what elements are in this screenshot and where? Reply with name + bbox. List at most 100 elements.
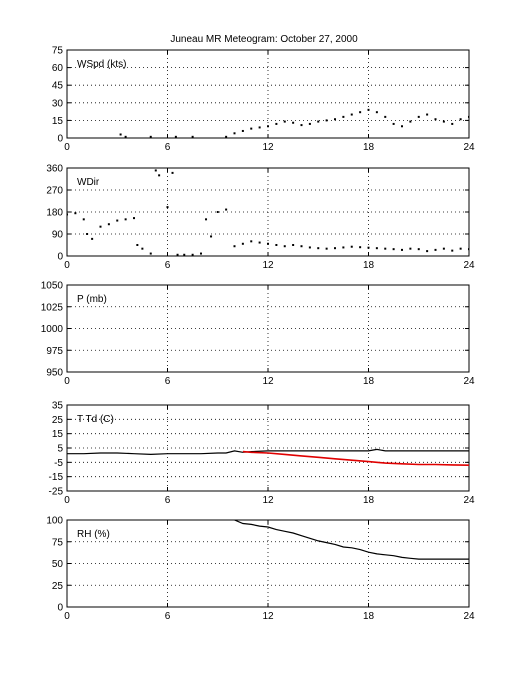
data-point bbox=[275, 122, 278, 125]
data-point bbox=[409, 120, 412, 123]
data-point bbox=[392, 122, 395, 125]
data-point bbox=[434, 248, 437, 251]
data-layer bbox=[119, 108, 469, 138]
data-point bbox=[191, 135, 194, 138]
data-point bbox=[334, 118, 336, 121]
data-point bbox=[250, 127, 253, 130]
data-point bbox=[241, 242, 244, 245]
y-tick-label: 35 bbox=[52, 401, 64, 412]
y-tick-label: 75 bbox=[52, 537, 64, 548]
y-tick-label: 360 bbox=[46, 164, 63, 175]
data-point bbox=[141, 247, 144, 250]
y-tick-label: -25 bbox=[49, 487, 64, 498]
y-tick-label: 25 bbox=[52, 415, 64, 426]
data-point bbox=[191, 253, 194, 256]
y-tick-label: 1025 bbox=[41, 302, 64, 313]
panel-2: 0 6 12 18 24 0 90 180 270 360 WDir bbox=[46, 164, 475, 272]
data-point bbox=[401, 248, 403, 251]
x-tick-label: 6 bbox=[165, 495, 171, 506]
y-tick-label: 50 bbox=[52, 559, 64, 570]
data-point bbox=[384, 115, 387, 118]
data-point bbox=[200, 252, 202, 255]
x-tick-label: 24 bbox=[463, 495, 475, 506]
data-point bbox=[275, 244, 278, 246]
data-point bbox=[417, 115, 420, 118]
x-tick-label: 12 bbox=[262, 495, 274, 506]
y-tick-label: -5 bbox=[54, 458, 63, 469]
y-tick-label: 5 bbox=[57, 444, 63, 455]
x-tick-label: 0 bbox=[64, 611, 70, 622]
x-tick-label: 0 bbox=[64, 260, 70, 271]
data-layer bbox=[67, 169, 469, 256]
x-tick-label: 24 bbox=[463, 260, 475, 271]
data-point bbox=[225, 135, 228, 138]
data-point bbox=[350, 113, 353, 116]
data-point bbox=[367, 246, 370, 249]
data-point bbox=[426, 113, 429, 116]
panel-5: 0 6 12 18 24 0 25 50 75 100 RH (%) bbox=[46, 516, 475, 623]
data-point bbox=[210, 235, 213, 238]
data-point bbox=[350, 245, 353, 248]
data-point bbox=[166, 206, 169, 209]
y-tick-label: 75 bbox=[52, 46, 64, 57]
series-line bbox=[242, 450, 469, 466]
data-point bbox=[442, 247, 445, 250]
data-layer bbox=[67, 448, 469, 466]
data-point bbox=[250, 240, 253, 243]
data-point bbox=[317, 247, 320, 250]
data-point bbox=[375, 111, 378, 114]
x-tick-label: 24 bbox=[463, 142, 475, 153]
data-point bbox=[392, 248, 395, 251]
data-point bbox=[367, 108, 370, 111]
data-point bbox=[74, 212, 77, 215]
data-point bbox=[233, 245, 236, 248]
data-point bbox=[267, 125, 269, 128]
data-point bbox=[258, 241, 261, 244]
data-point bbox=[124, 218, 127, 221]
data-point bbox=[451, 122, 454, 125]
data-point bbox=[459, 247, 462, 250]
data-point bbox=[300, 245, 303, 248]
y-tick-label: 950 bbox=[46, 368, 63, 379]
y-tick-label: -15 bbox=[49, 472, 64, 483]
x-tick-label: 24 bbox=[463, 611, 475, 622]
data-point bbox=[442, 120, 445, 123]
data-point bbox=[292, 244, 295, 246]
x-tick-label: 18 bbox=[363, 376, 375, 387]
x-tick-label: 0 bbox=[64, 376, 70, 387]
y-tick-label: 1000 bbox=[41, 324, 64, 335]
panel-4: 0 6 12 18 24 -25 -15 -5 5 15 25 35 T Td (C) bbox=[49, 401, 475, 507]
data-point bbox=[334, 247, 336, 250]
data-point bbox=[468, 115, 469, 118]
data-point bbox=[459, 118, 462, 121]
x-tick-label: 12 bbox=[262, 611, 274, 622]
data-point bbox=[174, 135, 177, 138]
data-point bbox=[434, 118, 437, 121]
panel-label: RH (%) bbox=[77, 529, 110, 540]
panel-label: WSpd (kts) bbox=[77, 59, 126, 70]
data-point bbox=[86, 233, 89, 235]
panel-label: T Td (C) bbox=[77, 414, 114, 425]
x-tick-label: 12 bbox=[262, 142, 274, 153]
x-tick-label: 0 bbox=[64, 495, 70, 506]
data-point bbox=[384, 247, 387, 250]
x-tick-label: 24 bbox=[463, 376, 475, 387]
x-tick-label: 18 bbox=[363, 142, 375, 153]
data-point bbox=[308, 122, 311, 125]
data-point bbox=[99, 225, 102, 228]
data-point bbox=[342, 115, 345, 118]
data-point bbox=[119, 133, 122, 136]
y-tick-label: 30 bbox=[52, 98, 64, 109]
y-tick-label: 180 bbox=[46, 208, 63, 219]
data-point bbox=[267, 242, 269, 245]
panel-1: 0 6 12 18 24 0 15 30 45 60 75 WSpd (kts) bbox=[52, 46, 475, 154]
x-tick-label: 6 bbox=[165, 142, 171, 153]
data-point bbox=[158, 174, 161, 177]
data-point bbox=[375, 247, 378, 250]
data-point bbox=[325, 247, 328, 250]
data-point bbox=[91, 237, 94, 240]
chart-title: Juneau MR Meteogram: October 27, 2000 bbox=[170, 34, 358, 45]
data-point bbox=[176, 253, 179, 256]
series-line bbox=[234, 520, 469, 560]
